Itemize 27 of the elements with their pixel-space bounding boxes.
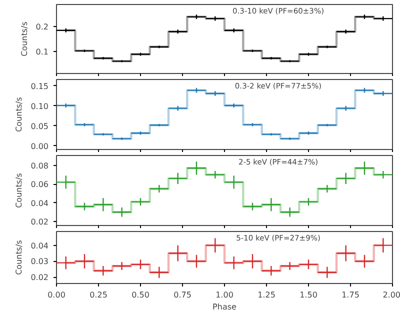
y-tick-label: 0.03 <box>30 257 48 266</box>
y-axis-title: Counts/s <box>20 22 29 56</box>
y-tick-label: 0.02 <box>30 273 48 282</box>
x-tick-label: 0.00 <box>48 290 66 300</box>
y-tick-label: 0.00 <box>30 142 48 151</box>
x-tick-label: 1.00 <box>216 290 234 300</box>
y-axis-title: Counts/s <box>14 173 24 208</box>
y-tick-label: 0.2 <box>36 22 49 32</box>
x-tick-label: 1.50 <box>300 290 318 300</box>
x-axis-title: Phase <box>212 302 237 312</box>
y-tick-label: 0.10 <box>30 102 48 111</box>
y-tick-label: 0.06 <box>30 180 48 190</box>
y-axis-title: Counts/s <box>14 240 24 275</box>
y-axis-title: Counts/s <box>14 97 24 132</box>
y-tick-label: 0.15 <box>30 82 48 91</box>
x-tick-label: 0.25 <box>90 290 108 300</box>
y-tick-label: 0.08 <box>30 161 48 170</box>
x-tick-label: 1.25 <box>258 290 276 300</box>
y-tick-label: 0.02 <box>30 217 48 226</box>
x-tick-label: 0.50 <box>132 290 150 300</box>
x-tick-label: 2.00 <box>382 290 400 300</box>
x-tick-label: 1.75 <box>342 290 360 300</box>
y-tick-label: 0.1 <box>36 47 49 56</box>
y-tick-label: 0.05 <box>30 122 48 131</box>
x-tick-label: 0.75 <box>174 290 192 300</box>
y-tick-label: 0.04 <box>30 241 48 250</box>
y-tick-label: 0.04 <box>30 198 48 208</box>
